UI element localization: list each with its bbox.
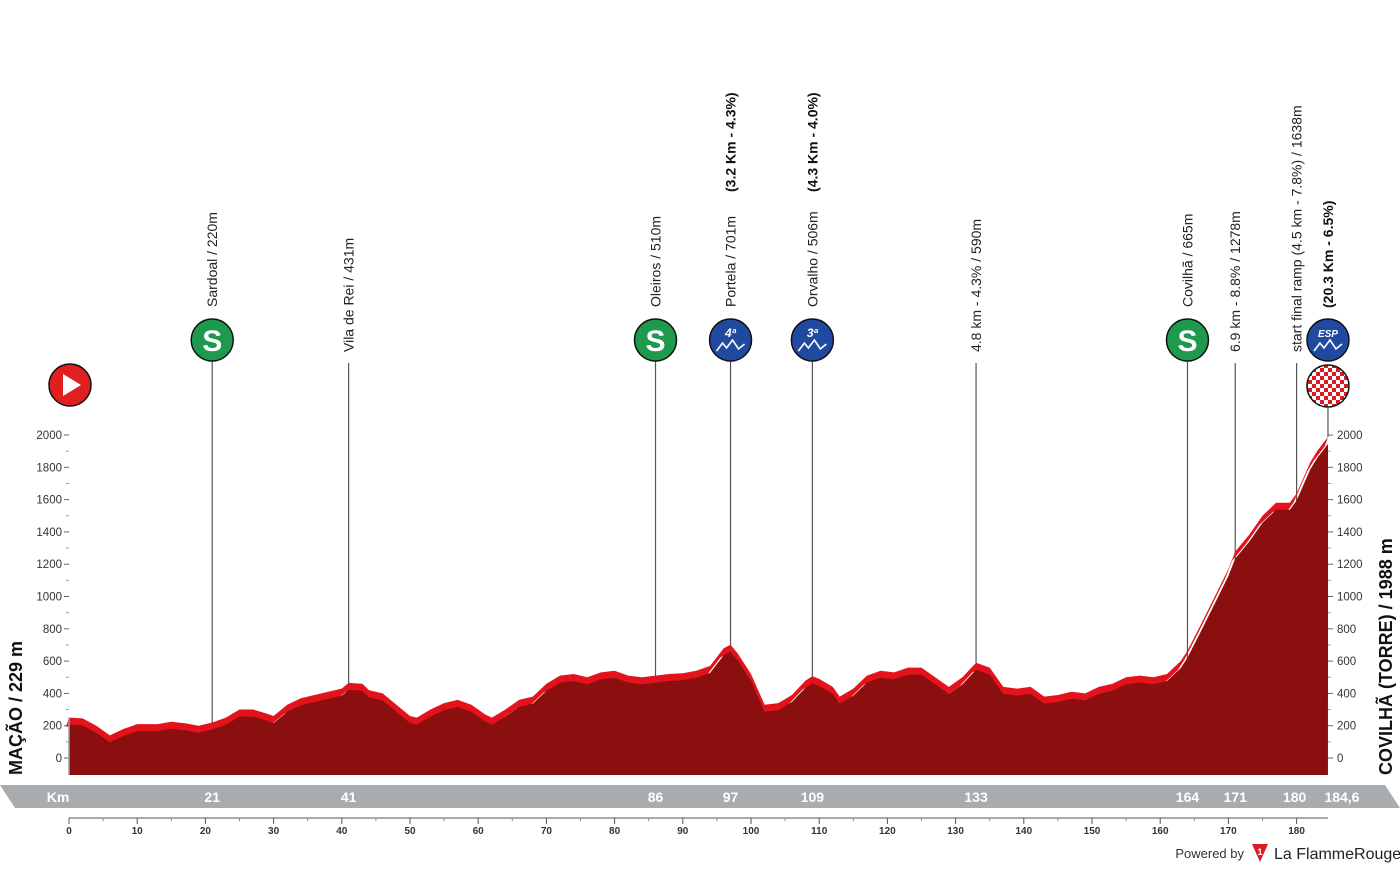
- svg-text:S: S: [1177, 325, 1197, 358]
- x-tick-label: 180: [1288, 826, 1305, 837]
- point-detail: (3.2 Km - 4.3%): [723, 92, 739, 192]
- point-label: Vila de Rei / 431m: [341, 238, 357, 352]
- svg-text:S: S: [646, 325, 666, 358]
- start-label: MAÇÃO / 229 m: [5, 641, 26, 775]
- point-label: Oleiros / 510m: [648, 216, 664, 307]
- km-marker: 133: [964, 789, 988, 805]
- point-label: (20.3 Km - 6.5%): [1320, 201, 1336, 308]
- x-tick-label: 120: [879, 826, 896, 837]
- y-tick-left: 600: [43, 656, 62, 668]
- mountain-badge-icon: 3ª: [790, 318, 835, 362]
- km-marker: 21: [204, 789, 220, 805]
- x-tick-label: 50: [404, 826, 416, 837]
- powered-by-text: Powered by: [1175, 846, 1244, 861]
- y-tick-left: 400: [43, 688, 62, 700]
- x-tick-label: 170: [1220, 826, 1237, 837]
- km-label: Km: [47, 789, 70, 805]
- x-tick-label: 80: [609, 826, 621, 837]
- x-tick-label: 140: [1015, 826, 1032, 837]
- y-tick-right: 600: [1337, 656, 1356, 668]
- y-tick-right: 2000: [1337, 430, 1363, 442]
- sprint-badge-icon: S: [633, 318, 678, 362]
- x-tick-label: 150: [1084, 826, 1101, 837]
- y-axis-left: 0 200 400 600 800 1000 1200 1400 1600 1800 2000: [36, 430, 69, 765]
- mountain-badge-icon: 4ª: [708, 318, 753, 362]
- km-strip: [0, 785, 1400, 808]
- x-tick-label: 40: [336, 826, 348, 837]
- start-badge-icon: [48, 363, 92, 407]
- finish-flag-icon: [1306, 364, 1350, 408]
- y-tick-left: 1200: [36, 559, 62, 571]
- point-label: 6.9 km - 8.8% / 1278m: [1227, 211, 1243, 352]
- x-tick-label: 30: [268, 826, 280, 837]
- sprint-badge-icon: S: [190, 318, 234, 362]
- svg-text:4ª: 4ª: [724, 326, 737, 340]
- y-tick-right: 1200: [1337, 559, 1363, 571]
- y-tick-left: 2000: [36, 430, 62, 442]
- y-tick-left: 1600: [36, 495, 62, 507]
- sprint-badge-icon: S: [1165, 318, 1210, 362]
- x-tick-label: 0: [66, 826, 72, 837]
- badges: S S 4ª 3ª S ESP: [48, 318, 1350, 408]
- brand-name: La FlammeRouge: [1274, 846, 1400, 863]
- svg-text:1: 1: [1257, 847, 1262, 857]
- x-tick-label: 110: [811, 826, 828, 837]
- y-tick-right: 200: [1337, 721, 1356, 733]
- point-label: Portela / 701m: [723, 216, 739, 307]
- x-tick-label: 10: [132, 826, 144, 837]
- y-tick-right: 1400: [1337, 527, 1363, 539]
- y-tick-left: 800: [43, 624, 62, 636]
- point-labels: Sardoal / 220m Vila de Rei / 431m Oleiros …: [204, 92, 1336, 352]
- x-axis: 0 10 20 30 40 50 60 70 80 90 100 110 120 130 140 150 160…: [66, 818, 1305, 837]
- x-tick-label: 70: [541, 826, 553, 837]
- km-marker: 184,6: [1324, 789, 1359, 805]
- y-tick-right: 1800: [1337, 462, 1363, 474]
- point-detail: (4.3 Km - 4.0%): [804, 92, 820, 192]
- svg-text:ESP: ESP: [1318, 329, 1338, 340]
- km-marker: 41: [341, 789, 357, 805]
- profile-body: [69, 443, 1328, 775]
- x-tick-label: 130: [947, 826, 964, 837]
- x-tick-label: 20: [200, 826, 212, 837]
- y-axis-right: 0 200 400 600 800 1000 1200 1400 1600 1800 2000: [1328, 430, 1363, 765]
- y-tick-right: 1600: [1337, 495, 1363, 507]
- x-tick-label: 160: [1152, 826, 1169, 837]
- y-tick-left: 1800: [36, 462, 62, 474]
- x-tick-label: 90: [677, 826, 689, 837]
- point-label: 4.8 km - 4.3% / 590m: [968, 219, 984, 352]
- y-tick-right: 0: [1337, 753, 1343, 765]
- elevation-profile: [66, 436, 1328, 775]
- point-label: start final ramp (4.5 km - 7.8%) / 1638m: [1289, 105, 1305, 352]
- flammerouge-logo-icon: 1: [1252, 844, 1268, 862]
- y-tick-right: 1000: [1337, 592, 1363, 604]
- km-markers: 21 41 86 97 109 133 164 171 180 184,6: [204, 789, 1359, 805]
- point-label: Covilhã / 665m: [1179, 214, 1195, 307]
- x-tick-label: 100: [743, 826, 760, 837]
- x-tick-label: 60: [473, 826, 485, 837]
- y-tick-left: 1400: [36, 527, 62, 539]
- km-marker: 97: [723, 789, 739, 805]
- svg-text:3ª: 3ª: [807, 326, 819, 340]
- km-marker: 180: [1283, 789, 1307, 805]
- y-tick-right: 400: [1337, 688, 1356, 700]
- finish-label: COVILHÃ (TORRE) / 1988 m: [1375, 538, 1396, 775]
- y-tick-left: 1000: [36, 592, 62, 604]
- km-marker: 171: [1224, 789, 1248, 805]
- point-label: Orvalho / 506m: [804, 211, 820, 307]
- km-marker: 109: [801, 789, 825, 805]
- y-tick-right: 800: [1337, 624, 1356, 636]
- y-tick-left: 200: [43, 721, 62, 733]
- km-marker: 86: [648, 789, 664, 805]
- y-tick-left: 0: [56, 753, 62, 765]
- km-marker: 164: [1176, 789, 1200, 805]
- mountain-badge-icon: ESP: [1306, 318, 1350, 362]
- svg-text:S: S: [202, 325, 222, 358]
- point-label: Sardoal / 220m: [204, 212, 220, 307]
